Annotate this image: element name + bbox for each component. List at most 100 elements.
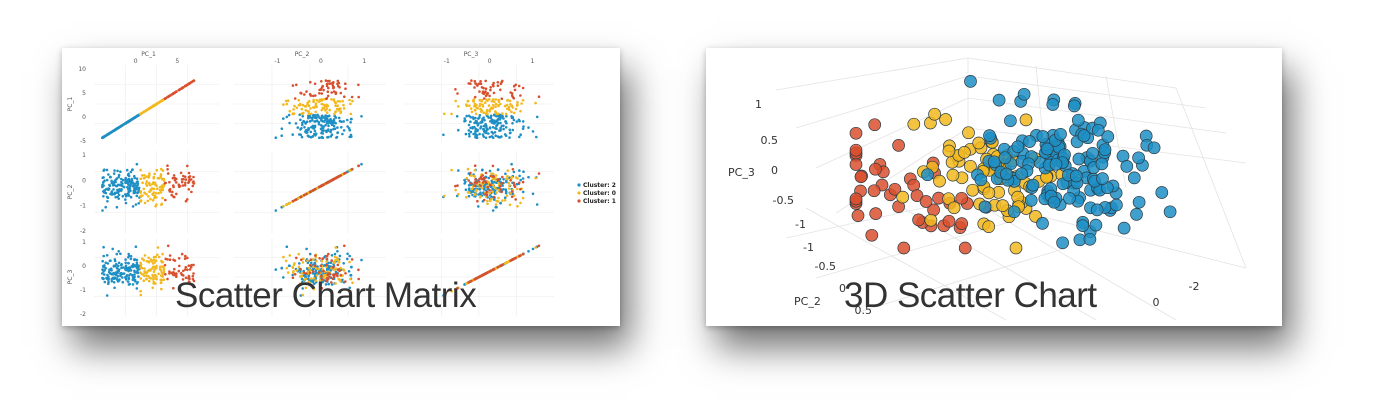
data-point: [120, 263, 123, 266]
data-point: [161, 196, 164, 200]
data-point: [518, 169, 521, 172]
data-point: [300, 135, 304, 139]
data-point: [117, 250, 120, 253]
data-point: [325, 130, 328, 134]
data-point: [324, 109, 327, 112]
data-point: [479, 126, 482, 130]
data-point: [336, 100, 340, 103]
data-point: [321, 114, 324, 118]
data-point: [517, 181, 521, 185]
data-point: [505, 103, 509, 107]
data-point-3d: [1067, 99, 1081, 113]
data-point: [497, 196, 500, 200]
data-point-3d: [1004, 114, 1017, 128]
data-point: [511, 116, 515, 120]
data-point: [319, 264, 323, 268]
data-point: [473, 104, 476, 108]
data-point-3d: [1046, 98, 1060, 111]
data-point-3d: [983, 129, 996, 142]
data-point: [465, 103, 468, 106]
data-point: [288, 121, 291, 125]
data-point: [314, 102, 318, 105]
data-point: [297, 265, 301, 269]
data-point: [160, 202, 164, 206]
data-point: [333, 255, 337, 259]
data-point: [486, 199, 489, 203]
data-point: [450, 289, 453, 293]
data-point: [341, 132, 344, 136]
data-point: [478, 177, 481, 181]
data-point-3d: [1023, 135, 1036, 148]
data-point: [494, 134, 498, 137]
data-point: [121, 266, 125, 269]
data-point: [348, 286, 352, 290]
data-point: [178, 288, 182, 291]
data-point: [300, 107, 304, 111]
data-point: [186, 164, 189, 168]
data-point: [308, 252, 312, 256]
grid-line-3d: [967, 57, 1177, 89]
data-point: [336, 250, 339, 253]
data-point: [184, 181, 187, 185]
data-point: [291, 273, 294, 277]
data-point: [327, 252, 330, 256]
data-point: [110, 279, 114, 283]
z-axis-label: PC_3: [728, 166, 755, 179]
data-point: [485, 193, 489, 197]
data-point: [173, 259, 177, 262]
data-point: [483, 101, 487, 104]
data-point: [494, 127, 497, 130]
data-point: [103, 264, 106, 267]
data-point: [442, 133, 445, 137]
data-point: [488, 135, 492, 139]
data-point: [136, 180, 139, 183]
data-point: [135, 177, 139, 180]
data-point: [486, 115, 489, 118]
data-point: [469, 130, 473, 134]
data-point: [475, 277, 478, 280]
data-point: [515, 104, 519, 107]
legend-marker: [577, 183, 581, 187]
data-point: [331, 120, 334, 124]
data-point: [307, 110, 310, 113]
data-point: [489, 183, 492, 186]
data-point: [173, 176, 177, 180]
data-point: [343, 95, 346, 98]
grid-line-3d: [815, 97, 969, 169]
data-point: [285, 115, 289, 119]
data-point-3d: [974, 173, 988, 187]
data-point: [480, 187, 484, 190]
data-point: [303, 193, 306, 197]
data-point: [161, 252, 164, 256]
data-point: [125, 274, 129, 277]
data-point: [127, 190, 131, 194]
data-point: [134, 189, 137, 192]
data-point: [492, 175, 496, 178]
data-point: [133, 270, 136, 274]
data-point: [465, 196, 468, 199]
data-point: [475, 103, 478, 107]
data-point: [186, 268, 189, 272]
data-point-3d: [924, 213, 938, 227]
data-point: [175, 273, 178, 277]
data-point: [291, 112, 294, 116]
data-point: [328, 82, 331, 85]
data-point: [309, 80, 312, 84]
data-point: [336, 175, 340, 179]
data-point: [296, 126, 300, 129]
data-point: [119, 183, 122, 186]
data-point-3d: [978, 200, 992, 214]
data-point: [309, 112, 313, 116]
data-point-3d: [1019, 113, 1033, 127]
legend-marker: [577, 191, 581, 195]
data-point: [297, 98, 300, 102]
data-point: [511, 122, 514, 125]
data-point: [103, 273, 106, 276]
data-point: [493, 198, 496, 201]
data-point: [114, 184, 118, 188]
data-point: [326, 90, 330, 93]
data-point: [534, 176, 537, 180]
data-point: [129, 254, 133, 258]
data-point: [508, 99, 512, 103]
data-point: [481, 105, 485, 108]
